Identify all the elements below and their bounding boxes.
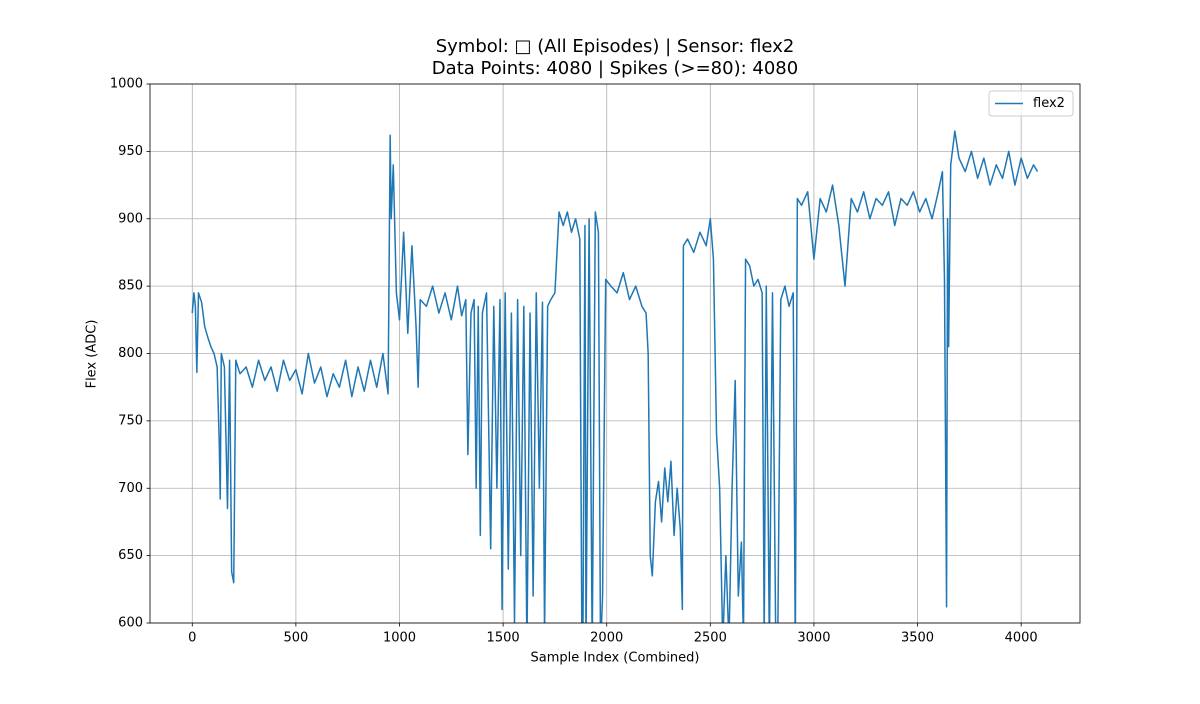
data-line	[191, 130, 1039, 623]
y-tick-label: 900	[118, 211, 143, 226]
x-tick-label: 3500	[901, 631, 934, 646]
x-tick-label: 2000	[590, 631, 623, 646]
y-tick-label: 950	[118, 144, 143, 159]
y-tick-label: 750	[118, 413, 143, 428]
x-tick-label: 500	[283, 631, 308, 646]
x-tick-label: 2500	[694, 631, 727, 646]
y-tick-label: 1000	[110, 77, 143, 92]
x-tick-label: 4000	[1005, 631, 1038, 646]
y-tick-label: 600	[118, 616, 143, 631]
x-tick-label: 3000	[797, 631, 830, 646]
chart-title: Symbol: □ (All Episodes) | Sensor: flex2	[436, 36, 795, 57]
y-tick-label: 700	[118, 481, 143, 496]
plot-frame	[149, 83, 1081, 624]
y-axis-label: Flex (ADC)	[85, 320, 100, 389]
y-tick-label: 650	[118, 548, 143, 563]
chart-subtitle: Data Points: 4080 | Spikes (>=80): 4080	[432, 58, 798, 79]
y-tick-label: 850	[118, 279, 143, 294]
y-tick-label: 800	[118, 346, 143, 361]
x-tick-label: 0	[188, 631, 196, 646]
x-tick-label: 1500	[487, 631, 520, 646]
legend-label: flex2	[1033, 96, 1065, 111]
x-axis-label: Sample Index (Combined)	[531, 651, 700, 666]
legend-box	[988, 90, 1074, 117]
x-tick-label: 1000	[383, 631, 416, 646]
